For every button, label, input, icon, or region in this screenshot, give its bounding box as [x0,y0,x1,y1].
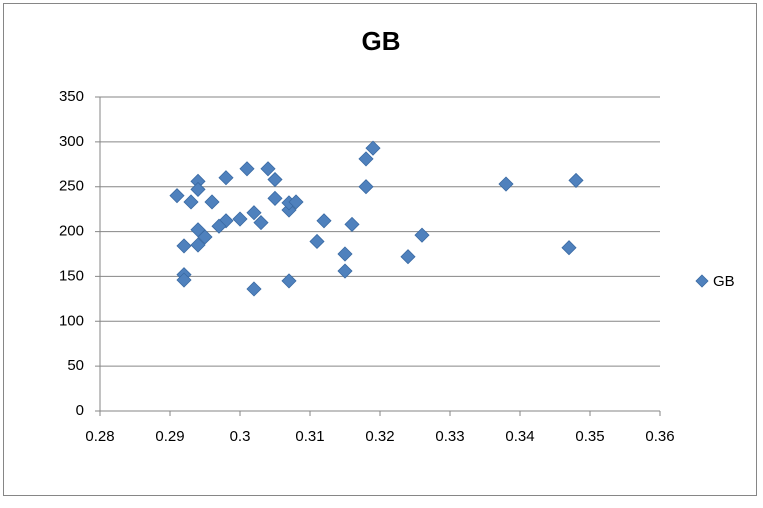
y-tick-label: 250 [59,178,84,195]
point [176,238,192,254]
point [344,216,360,232]
point [309,233,325,250]
point [169,188,185,204]
point [568,172,584,188]
y-tick-label: 300 [59,133,84,150]
point [281,273,297,289]
point [204,194,220,210]
point [267,190,283,206]
point [316,213,332,229]
point [498,176,514,192]
x-tick-label: 0.31 [295,428,324,445]
y-tick-label: 50 [67,357,84,374]
legend-marker [695,274,709,288]
y-tick-label: 100 [59,312,84,329]
point [267,171,283,188]
point [211,218,227,234]
chart-border [3,3,757,496]
chart-title: GB [362,26,401,56]
point [337,263,353,279]
point [190,237,206,253]
x-tick-label: 0.34 [505,428,534,445]
point [288,194,304,210]
point [337,246,353,262]
x-tick-label: 0.3 [230,428,251,445]
x-tick-label: 0.32 [365,428,394,445]
point [246,205,262,221]
legend-label: GB [713,273,735,290]
point [176,272,192,288]
y-tick-label: 350 [59,88,84,105]
point [239,161,255,177]
point [253,215,269,231]
y-tick-label: 0 [76,402,84,419]
point [232,211,248,227]
point [183,194,199,210]
x-tick-label: 0.36 [645,428,674,445]
x-tick-label: 0.33 [435,428,464,445]
point [190,181,206,197]
point [358,179,374,195]
point [260,161,276,177]
x-tick-label: 0.35 [575,428,604,445]
y-tick-label: 150 [59,267,84,284]
point [197,229,213,245]
point [218,170,234,186]
point [358,151,374,167]
point [414,227,430,243]
point [365,140,381,156]
point [218,213,234,229]
point [400,249,416,265]
x-tick-label: 0.28 [85,428,114,445]
y-tick-label: 200 [59,223,84,240]
point [561,240,577,256]
point [246,281,262,297]
x-tick-label: 0.29 [155,428,184,445]
